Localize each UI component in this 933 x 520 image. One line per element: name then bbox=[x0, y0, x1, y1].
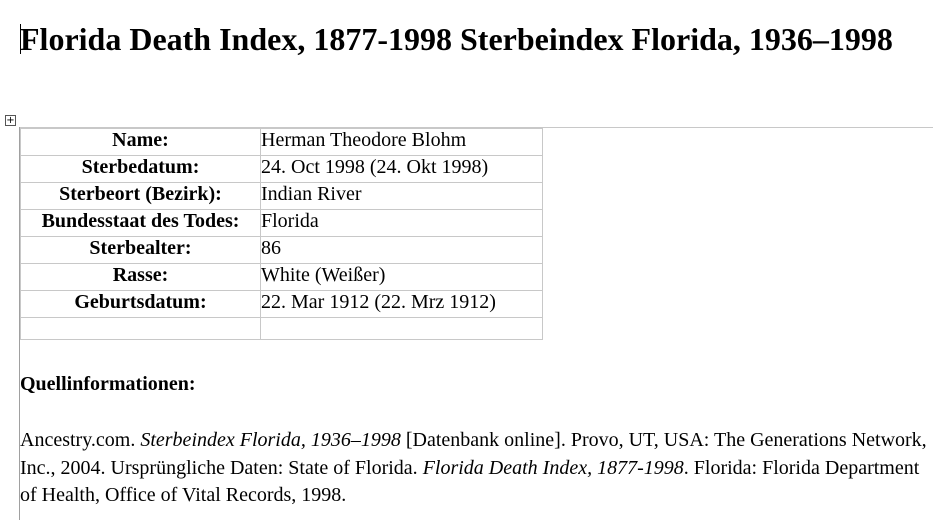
citation-text: Ancestry.com. bbox=[20, 429, 141, 451]
table-row: Geburtsdatum: 22. Mar 1912 (22. Mrz 1912) bbox=[20, 290, 543, 318]
empty-row bbox=[20, 317, 543, 340]
field-label: Name: bbox=[20, 128, 261, 156]
empty-cell bbox=[260, 317, 543, 340]
source-citation: Ancestry.com. Sterbeindex Florida, 1936–… bbox=[20, 427, 930, 510]
field-value: Herman Theodore Blohm bbox=[260, 128, 543, 156]
field-value: 24. Oct 1998 (24. Okt 1998) bbox=[260, 155, 543, 183]
table-row: Sterbedatum: 24. Oct 1998 (24. Okt 1998) bbox=[20, 155, 543, 183]
margin-line bbox=[19, 127, 20, 520]
citation-text: . Florida: Florida Department of Health,… bbox=[20, 456, 920, 507]
empty-cell bbox=[20, 317, 261, 340]
table-row: Name: Herman Theodore Blohm bbox=[20, 128, 543, 156]
field-value: 86 bbox=[260, 236, 543, 264]
citation-text: [Datenbank online]. Provo, UT, USA: The … bbox=[20, 429, 927, 479]
field-value: 22. Mar 1912 (22. Mrz 1912) bbox=[260, 290, 543, 318]
citation-title: Florida Death Index, 1877-1998 bbox=[422, 456, 684, 479]
text-cursor bbox=[20, 24, 21, 54]
field-label: Rasse: bbox=[20, 263, 261, 291]
field-value: White (Weißer) bbox=[260, 263, 543, 291]
field-label: Geburtsdatum: bbox=[20, 290, 261, 318]
table-row: Sterbealter: 86 bbox=[20, 236, 543, 264]
document-title: Florida Death Index, 1877-1998 Sterbeind… bbox=[20, 21, 893, 57]
table-body: Name: Herman Theodore Blohm Sterbedatum: 24… bbox=[20, 128, 543, 340]
page-edge bbox=[20, 127, 933, 128]
table-row: Rasse: White (Weißer) bbox=[20, 263, 543, 291]
field-label: Sterbeort (Bezirk): bbox=[20, 182, 261, 210]
field-label: Bundesstaat des Todes: bbox=[20, 209, 261, 237]
field-label: Sterbealter: bbox=[20, 236, 261, 264]
field-label: Sterbedatum: bbox=[20, 155, 261, 183]
record-table: Name: Herman Theodore Blohm Sterbedatum: 24… bbox=[20, 128, 543, 340]
table-row: Sterbeort (Bezirk): Indian River bbox=[20, 182, 543, 210]
field-value: Indian River bbox=[260, 182, 543, 210]
table-row: Bundesstaat des Todes: Florida bbox=[20, 209, 543, 237]
source-heading: Quellinformationen: bbox=[20, 373, 196, 395]
field-value: Florida bbox=[260, 209, 543, 237]
table-move-handle[interactable]: + bbox=[5, 115, 16, 126]
citation-title: Sterbeindex Florida, 1936–1998 bbox=[140, 429, 401, 451]
